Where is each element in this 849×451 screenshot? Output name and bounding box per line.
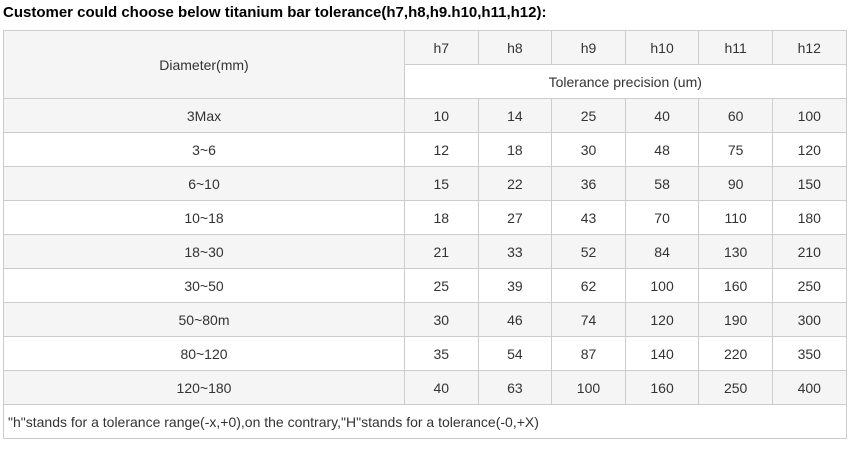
tolerance-value-cell: 300 (771, 302, 847, 337)
table-row: 30~50 25 39 62 100 160 250 (3, 268, 847, 303)
tolerance-value-cell: 25 (551, 98, 626, 133)
header-row-subheader: Tolerance precision (um) (4, 64, 847, 99)
tolerance-value-cell: 35 (404, 336, 479, 371)
diameter-cell: 3Max (3, 98, 405, 133)
tolerance-value-cell: 120 (771, 132, 847, 167)
tolerance-value-cell: 100 (624, 268, 700, 303)
tolerance-value-cell: 90 (698, 166, 773, 201)
column-header-h8: h8 (477, 30, 553, 65)
header-row-grades: Diameter(mm) h7 h8 h9 h10 h11 h12 (3, 30, 847, 99)
tolerance-value-cell: 74 (551, 302, 626, 337)
tolerance-value-cell: 250 (698, 370, 773, 405)
tolerance-value-cell: 190 (698, 302, 773, 337)
table-row: 80~120 35 54 87 140 220 350 (3, 336, 847, 371)
column-header-h10: h10 (624, 30, 700, 65)
tolerance-value-cell: 220 (698, 336, 773, 371)
diameter-column-header: Diameter(mm) (3, 30, 405, 99)
table-row: 10~18 18 27 43 70 110 180 (3, 200, 847, 235)
table-row: 120~180 40 63 100 160 250 400 (3, 370, 847, 405)
diameter-cell: 50~80m (3, 302, 405, 337)
tolerance-value-cell: 180 (771, 200, 847, 235)
tolerance-value-cell: 21 (404, 234, 479, 269)
tolerance-value-cell: 110 (698, 200, 773, 235)
tolerance-value-cell: 43 (551, 200, 626, 235)
tolerance-value-cell: 87 (551, 336, 626, 371)
column-header-h12: h12 (771, 30, 847, 65)
tolerance-value-cell: 15 (404, 166, 479, 201)
diameter-cell: 120~180 (3, 370, 405, 405)
tolerance-value-cell: 84 (624, 234, 700, 269)
tolerance-value-cell: 18 (477, 132, 553, 167)
tolerance-value-cell: 14 (477, 98, 553, 133)
tolerance-value-cell: 40 (624, 98, 700, 133)
column-header-h9: h9 (551, 30, 626, 65)
diameter-cell: 10~18 (3, 200, 405, 235)
diameter-cell: 6~10 (3, 166, 405, 201)
tolerance-value-cell: 160 (624, 370, 700, 405)
footnote-row: "h"stands for a tolerance range(-x,+0),o… (3, 404, 847, 439)
diameter-cell: 18~30 (3, 234, 405, 269)
footnote-text: "h"stands for a tolerance range(-x,+0),o… (3, 404, 847, 439)
diameter-cell: 80~120 (3, 336, 405, 371)
tolerance-value-cell: 400 (771, 370, 847, 405)
table-body: 3Max 10 14 25 40 60 100 3~6 12 18 30 48 75 120 6~10 15 2… (3, 98, 847, 405)
tolerance-precision-subheader: Tolerance precision (um) (404, 64, 847, 99)
tolerance-value-cell: 22 (477, 166, 553, 201)
column-header-h7: h7 (404, 30, 479, 65)
tolerance-value-cell: 36 (551, 166, 626, 201)
tolerance-value-cell: 130 (698, 234, 773, 269)
tolerance-value-cell: 58 (624, 166, 700, 201)
page-title: Customer could choose below titanium bar… (3, 4, 547, 21)
table-row: 50~80m 30 46 74 120 190 300 (3, 302, 847, 337)
tolerance-value-cell: 70 (624, 200, 700, 235)
tolerance-value-cell: 52 (551, 234, 626, 269)
tolerance-value-cell: 210 (771, 234, 847, 269)
tolerance-value-cell: 62 (551, 268, 626, 303)
tolerance-value-cell: 12 (404, 132, 479, 167)
tolerance-value-cell: 39 (477, 268, 553, 303)
table-footer: "h"stands for a tolerance range(-x,+0),o… (3, 404, 847, 439)
diameter-cell: 30~50 (3, 268, 405, 303)
tolerance-table: Diameter(mm) h7 h8 h9 h10 h11 h12 Tolera… (3, 30, 847, 439)
tolerance-value-cell: 140 (624, 336, 700, 371)
tolerance-value-cell: 63 (477, 370, 553, 405)
tolerance-value-cell: 46 (477, 302, 553, 337)
tolerance-value-cell: 27 (477, 200, 553, 235)
tolerance-value-cell: 30 (404, 302, 479, 337)
tolerance-value-cell: 150 (771, 166, 847, 201)
tolerance-value-cell: 120 (624, 302, 700, 337)
tolerance-value-cell: 350 (771, 336, 847, 371)
tolerance-value-cell: 18 (404, 200, 479, 235)
diameter-cell: 3~6 (3, 132, 405, 167)
tolerance-value-cell: 100 (551, 370, 626, 405)
tolerance-value-cell: 100 (771, 98, 847, 133)
table-row: 3Max 10 14 25 40 60 100 (3, 98, 847, 133)
tolerance-value-cell: 75 (698, 132, 773, 167)
tolerance-value-cell: 48 (624, 132, 700, 167)
table-row: 18~30 21 33 52 84 130 210 (3, 234, 847, 269)
tolerance-value-cell: 250 (771, 268, 847, 303)
tolerance-value-cell: 10 (404, 98, 479, 133)
tolerance-value-cell: 30 (551, 132, 626, 167)
table-row: 3~6 12 18 30 48 75 120 (3, 132, 847, 167)
tolerance-value-cell: 60 (698, 98, 773, 133)
tolerance-value-cell: 33 (477, 234, 553, 269)
tolerance-value-cell: 160 (698, 268, 773, 303)
tolerance-value-cell: 25 (404, 268, 479, 303)
tolerance-value-cell: 54 (477, 336, 553, 371)
table-header: Diameter(mm) h7 h8 h9 h10 h11 h12 Tolera… (3, 30, 847, 99)
tolerance-value-cell: 40 (404, 370, 479, 405)
column-header-h11: h11 (698, 30, 773, 65)
table-row: 6~10 15 22 36 58 90 150 (3, 166, 847, 201)
